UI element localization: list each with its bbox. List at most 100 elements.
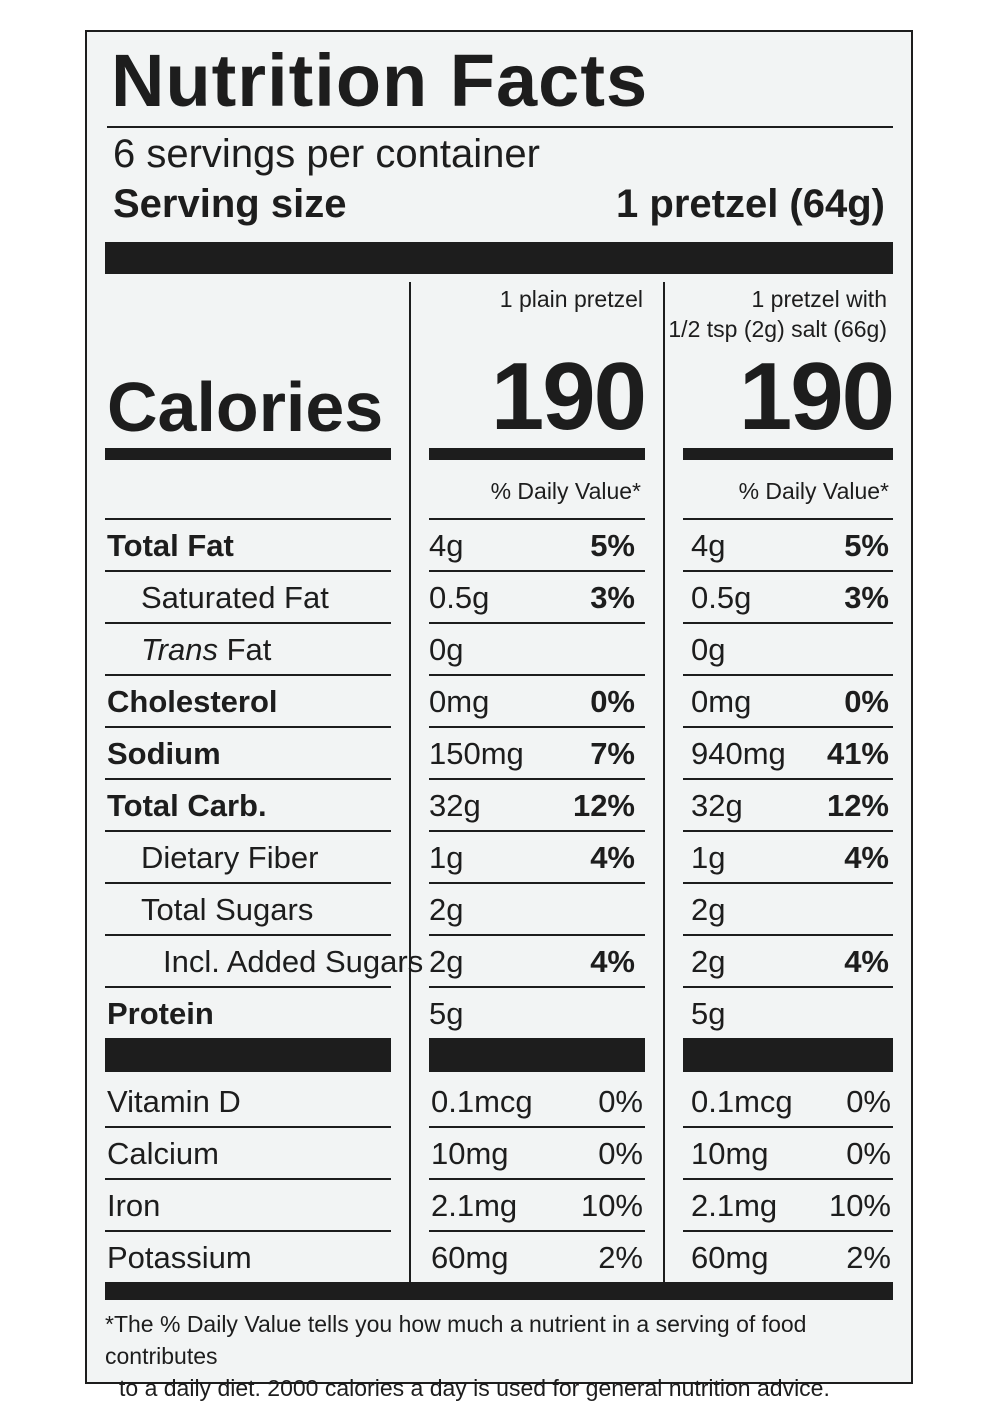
column1-amount: 150mg bbox=[429, 736, 524, 771]
column2-amount: 4g bbox=[691, 528, 726, 563]
column2-vitamin-daily-value: 10% bbox=[828, 1188, 891, 1223]
nutrient-label: Protein bbox=[107, 996, 214, 1031]
column1-amount: 32g bbox=[429, 788, 481, 823]
row-divider bbox=[105, 518, 391, 520]
vitamin-label: Vitamin D bbox=[107, 1084, 241, 1119]
calories-label: Calories bbox=[107, 368, 384, 446]
nutrient-label: Trans Fat bbox=[141, 632, 272, 667]
column2-amount: 2g bbox=[691, 892, 726, 927]
column1-daily-value: 0% bbox=[590, 684, 635, 719]
row-divider bbox=[105, 674, 391, 676]
column1-daily-value: 4% bbox=[590, 944, 635, 979]
row-divider bbox=[683, 778, 893, 780]
row-divider bbox=[105, 1178, 391, 1180]
row-divider bbox=[429, 622, 645, 624]
column2-dv-header: % Daily Value* bbox=[738, 478, 889, 504]
column1-vitamin-daily-value: 10% bbox=[580, 1188, 643, 1223]
column1-vitamin-amount: 2.1mg bbox=[431, 1188, 518, 1223]
column1-daily-value: 7% bbox=[590, 736, 635, 771]
column1-vitamin-amount: 0.1mcg bbox=[431, 1084, 533, 1119]
column2-vitamin-daily-value: 0% bbox=[846, 1084, 891, 1119]
servings-per-container: 6 servings per container bbox=[113, 132, 540, 176]
column1-daily-value: 5% bbox=[590, 528, 635, 563]
row-divider bbox=[683, 934, 893, 936]
row-divider bbox=[683, 986, 893, 988]
column2-vitamin-daily-value: 2% bbox=[846, 1240, 891, 1275]
column2-amount: 0.5g bbox=[691, 580, 752, 615]
column1-daily-value: 3% bbox=[590, 580, 635, 615]
column2-vitamin-amount: 60mg bbox=[691, 1240, 769, 1275]
column2-daily-value: 4% bbox=[844, 944, 889, 979]
column2-vitamin-amount: 0.1mcg bbox=[691, 1084, 793, 1119]
column2-daily-value: 3% bbox=[844, 580, 889, 615]
column1-amount: 1g bbox=[429, 840, 464, 875]
row-divider bbox=[683, 726, 893, 728]
serving-size-label: Serving size bbox=[113, 182, 347, 226]
column2-amount: 32g bbox=[691, 788, 743, 823]
column1-amount: 2g bbox=[429, 944, 464, 979]
row-divider bbox=[429, 1230, 645, 1232]
row-divider bbox=[683, 622, 893, 624]
row-divider bbox=[105, 882, 391, 884]
title-divider bbox=[107, 126, 893, 128]
column1-calories: 190 bbox=[490, 343, 647, 450]
row-divider bbox=[105, 986, 391, 988]
nutrient-label: Incl. Added Sugars bbox=[163, 944, 424, 979]
column-divider-1 bbox=[409, 282, 411, 1290]
row-divider bbox=[105, 1230, 391, 1232]
thick-divider-mid-col2 bbox=[683, 1038, 893, 1072]
thick-divider-mid-col1 bbox=[429, 1038, 645, 1072]
column-divider-2 bbox=[663, 282, 665, 1290]
vitamin-label: Potassium bbox=[107, 1240, 252, 1275]
column1-daily-value: 4% bbox=[590, 840, 635, 875]
nutrient-label: Saturated Fat bbox=[141, 580, 329, 615]
footnote-line2: to a daily diet. 2000 calories a day is … bbox=[119, 1375, 830, 1401]
column1-vitamin-amount: 10mg bbox=[431, 1136, 509, 1171]
row-divider bbox=[429, 518, 645, 520]
column2-header-line1: 1 pretzel with bbox=[751, 286, 887, 312]
nutrient-label: Total Carb. bbox=[107, 788, 267, 823]
row-divider bbox=[429, 882, 645, 884]
column2-daily-value: 41% bbox=[826, 736, 889, 771]
column2-amount: 0g bbox=[691, 632, 726, 667]
column2-daily-value: 12% bbox=[826, 788, 889, 823]
column1-vitamin-daily-value: 0% bbox=[598, 1084, 643, 1119]
column2-amount: 0mg bbox=[691, 684, 752, 719]
nutrient-label: Total Fat bbox=[107, 528, 234, 563]
nutrient-label: Cholesterol bbox=[107, 684, 278, 719]
nutrition-label: Nutrition Facts 6 servings per container… bbox=[85, 30, 913, 1401]
row-divider bbox=[683, 882, 893, 884]
row-divider bbox=[105, 830, 391, 832]
nutrient-label: Total Sugars bbox=[141, 892, 314, 927]
vitamin-label: Iron bbox=[107, 1188, 161, 1223]
column2-amount: 5g bbox=[691, 996, 726, 1031]
column1-vitamin-amount: 60mg bbox=[431, 1240, 509, 1275]
footnote: *The % Daily Value tells you how much a … bbox=[105, 1308, 905, 1404]
column1-amount: 4g bbox=[429, 528, 464, 563]
row-divider bbox=[683, 830, 893, 832]
column2-vitamin-daily-value: 0% bbox=[846, 1136, 891, 1171]
row-divider bbox=[429, 726, 645, 728]
row-divider bbox=[429, 674, 645, 676]
column2-amount: 2g bbox=[691, 944, 726, 979]
thick-divider-mid-label bbox=[105, 1038, 391, 1072]
calories-bar-col2 bbox=[683, 448, 893, 460]
column2-vitamin-amount: 10mg bbox=[691, 1136, 769, 1171]
row-divider bbox=[105, 934, 391, 936]
row-divider bbox=[683, 1178, 893, 1180]
thick-divider-bottom bbox=[105, 1282, 893, 1300]
column1-vitamin-daily-value: 2% bbox=[598, 1240, 643, 1275]
label-title: Nutrition Facts bbox=[111, 39, 649, 122]
row-divider bbox=[429, 570, 645, 572]
row-divider bbox=[429, 830, 645, 832]
column1-amount: 2g bbox=[429, 892, 464, 927]
row-divider bbox=[429, 1126, 645, 1128]
row-divider bbox=[429, 1178, 645, 1180]
row-divider bbox=[429, 934, 645, 936]
column2-vitamin-amount: 2.1mg bbox=[691, 1188, 778, 1223]
calories-bar-col1 bbox=[429, 448, 645, 460]
column1-vitamin-daily-value: 0% bbox=[598, 1136, 643, 1171]
column2-daily-value: 5% bbox=[844, 528, 889, 563]
row-divider bbox=[429, 986, 645, 988]
row-divider bbox=[429, 778, 645, 780]
